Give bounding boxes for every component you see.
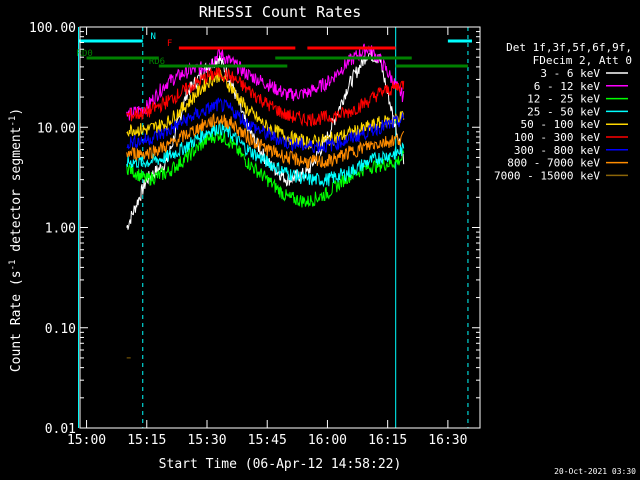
- y-tick-label-4: 100.00: [29, 21, 76, 36]
- plot-area: F RD0 RD6 N 15:00 15:15 15:30 15:45 16:00 16:15 16…: [29, 21, 481, 448]
- y-tick-label-0: 0.01: [45, 422, 76, 437]
- series-line-2: [126, 130, 405, 208]
- legend-label-7: 800 - 7000 keV: [507, 157, 600, 170]
- legend-header-line1: Det 1f,3f,5f,6f,9f,: [506, 41, 632, 54]
- legend-label-3: 25 - 50 keV: [527, 105, 600, 118]
- x-tick-label-0: 15:00: [67, 433, 106, 448]
- legend: Det 1f,3f,5f,6f,9f, FDecim 2, Att 0 3 - …: [494, 41, 632, 182]
- legend-label-8: 7000 - 15000 keV: [494, 169, 600, 182]
- series-line-7: [126, 112, 405, 169]
- y-axis-label-exp1: -1: [8, 260, 18, 271]
- status-bar-label-1: RD0: [77, 49, 93, 59]
- x-tick-label-4: 16:00: [308, 433, 347, 448]
- y-axis-label-mid: detector segment: [9, 127, 24, 260]
- y-axis-label-main: Count Rate (s: [9, 270, 24, 372]
- series-line-6: [126, 97, 405, 154]
- status-bar-label-2: RD6: [149, 57, 165, 67]
- y-tick-label-1: 0.10: [45, 322, 76, 337]
- legend-label-0: 3 - 6 keV: [540, 67, 600, 80]
- legend-label-4: 50 - 100 keV: [521, 118, 601, 131]
- footer-date: 20-Oct-2021 03:30: [554, 467, 636, 476]
- y-tick-label-3: 10.00: [37, 121, 76, 136]
- x-tick-label-2: 15:30: [187, 433, 226, 448]
- series-line-0: [126, 48, 405, 230]
- y-axis-label-end: ): [9, 108, 24, 116]
- x-tick-label-6: 16:30: [428, 433, 467, 448]
- x-axis-label: Start Time (06-Apr-12 14:58:22): [159, 457, 402, 472]
- series-line-1: [126, 43, 405, 121]
- legend-label-1: 6 - 12 keV: [534, 80, 601, 93]
- series-line-4: [126, 69, 405, 150]
- x-tick-label-3: 15:45: [248, 433, 287, 448]
- legend-label-5: 100 - 300 keV: [514, 131, 600, 144]
- y-tick-label-2: 1.00: [45, 222, 76, 237]
- legend-label-6: 300 - 800 keV: [514, 144, 600, 157]
- y-axis-label-exp2: -1: [8, 116, 18, 127]
- status-bar-label-0: F: [167, 39, 172, 49]
- x-tick-label-5: 16:15: [368, 433, 407, 448]
- legend-label-2: 12 - 25 keV: [527, 93, 600, 106]
- x-tick-label-1: 15:15: [127, 433, 166, 448]
- status-bar-label-3: N: [151, 32, 156, 42]
- series-line-5: [126, 66, 405, 127]
- legend-header-line2: FDecim 2, Att 0: [533, 54, 632, 67]
- chart-title: RHESSI Count Rates: [199, 3, 362, 21]
- series-line-3: [126, 120, 405, 188]
- y-axis-label: Count Rate (s-1 detector segment-1): [8, 108, 24, 372]
